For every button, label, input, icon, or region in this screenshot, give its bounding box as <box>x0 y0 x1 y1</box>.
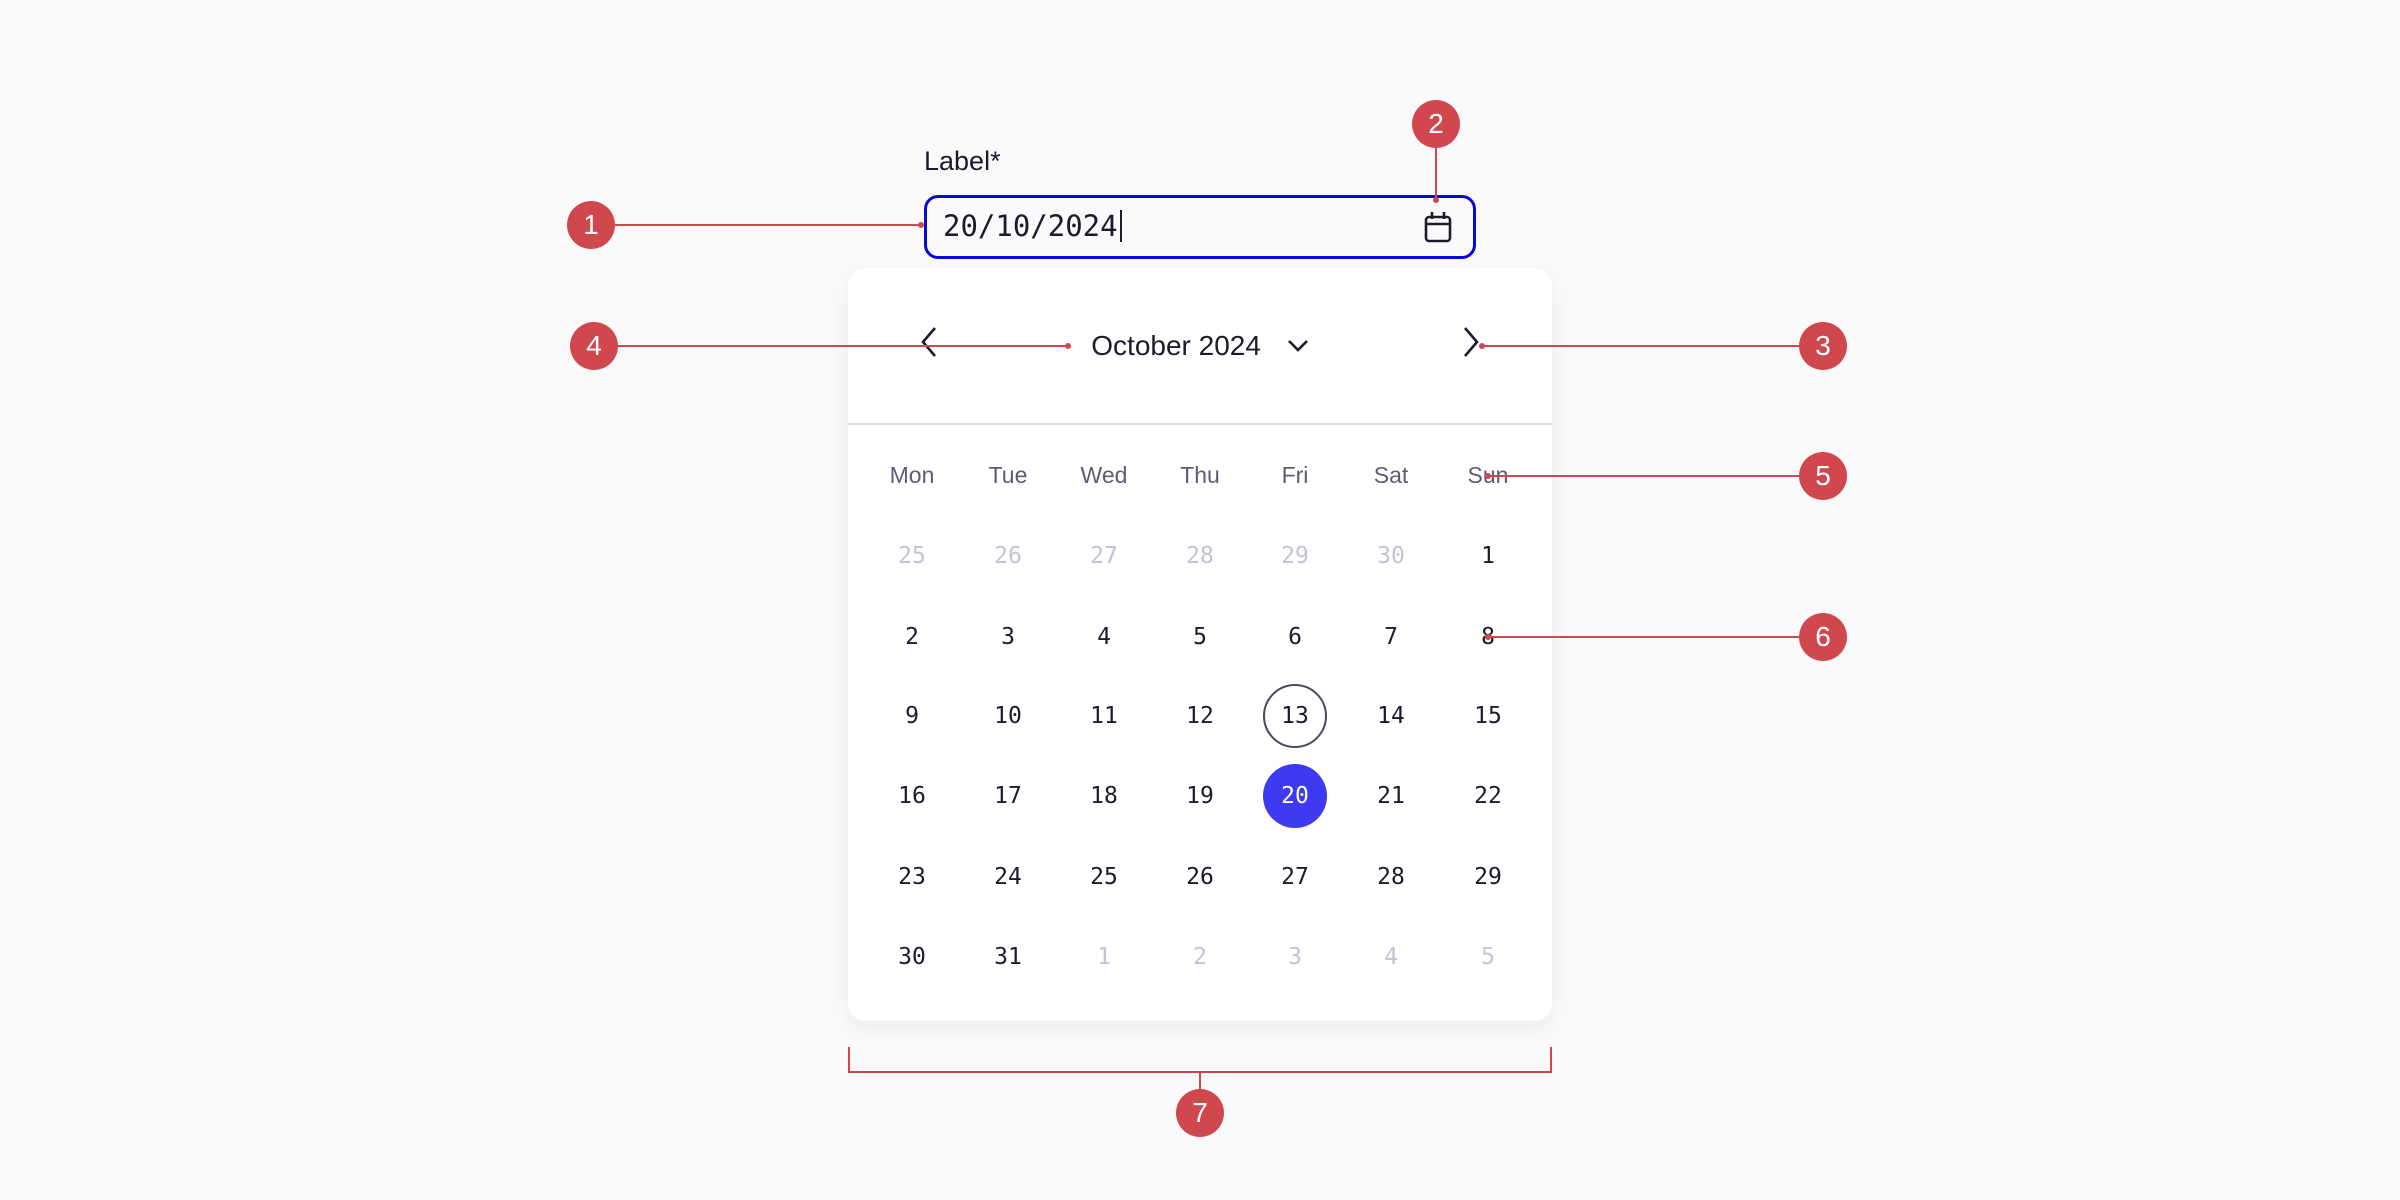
field-label: Label* <box>924 146 1001 176</box>
day-outside-month[interactable]: 25 <box>898 543 926 569</box>
day-cell[interactable]: 6 <box>1288 624 1302 650</box>
day-outside-month[interactable]: 4 <box>1384 944 1398 970</box>
day-cell[interactable]: 5 <box>1193 624 1207 650</box>
day-cell[interactable]: 30 <box>898 944 926 970</box>
callout-line <box>1488 636 1823 638</box>
chevron-left-icon[interactable] <box>912 324 948 360</box>
callout-line <box>1199 1072 1201 1090</box>
chevron-right-icon[interactable] <box>1452 324 1488 360</box>
month-label: October 2024 <box>1091 329 1261 361</box>
weekday-header: Fri <box>1281 462 1309 488</box>
callout-line <box>1435 124 1437 200</box>
day-cell[interactable]: 16 <box>898 783 926 809</box>
callout-badge: 5 <box>1799 452 1847 500</box>
callout-line <box>1488 475 1823 477</box>
day-selected[interactable]: 20 <box>1263 764 1327 828</box>
day-cell[interactable]: 24 <box>994 864 1022 890</box>
day-outside-month[interactable]: 26 <box>994 543 1022 569</box>
day-cell[interactable]: 3 <box>1001 624 1015 650</box>
day-cell[interactable]: 4 <box>1097 624 1111 650</box>
header-divider <box>848 423 1552 425</box>
day-cell[interactable]: 17 <box>994 783 1022 809</box>
callout-badge: 2 <box>1412 100 1460 148</box>
callout-line <box>1550 1047 1552 1073</box>
day-cell[interactable]: 7 <box>1384 624 1398 650</box>
callout-line <box>594 345 1068 347</box>
day-cell[interactable]: 31 <box>994 944 1022 970</box>
callout-dot <box>1433 197 1439 203</box>
day-cell[interactable]: 12 <box>1186 703 1214 729</box>
day-cell[interactable]: 2 <box>905 624 919 650</box>
month-selector[interactable]: October 2024 <box>848 328 1552 362</box>
callout-badge: 4 <box>570 322 618 370</box>
day-outside-month[interactable]: 1 <box>1097 944 1111 970</box>
weekday-header: Tue <box>988 462 1028 488</box>
callout-dot <box>1479 343 1485 349</box>
day-cell[interactable]: 15 <box>1474 703 1502 729</box>
callout-badge: 3 <box>1799 322 1847 370</box>
day-outside-month[interactable]: 28 <box>1186 543 1214 569</box>
callout-line <box>1482 345 1823 347</box>
callout-line <box>848 1047 850 1073</box>
callout-dot <box>1065 343 1071 349</box>
day-cell[interactable]: 11 <box>1090 703 1118 729</box>
date-input-value: 20/10/2024 <box>943 209 1118 243</box>
callout-badge: 6 <box>1799 613 1847 661</box>
callout-badge: 1 <box>567 201 615 249</box>
calendar-popover: October 2024 MonTueWedThuFriSatSun252627… <box>848 268 1552 1021</box>
day-cell[interactable]: 26 <box>1186 864 1214 890</box>
callout-badge: 7 <box>1176 1089 1224 1137</box>
day-outside-month[interactable]: 30 <box>1377 543 1405 569</box>
weekday-header: Mon <box>889 462 935 488</box>
weekday-header: Thu <box>1180 462 1220 488</box>
calendar-icon[interactable] <box>1423 211 1453 243</box>
day-outside-month[interactable]: 2 <box>1193 944 1207 970</box>
day-cell[interactable]: 14 <box>1377 703 1405 729</box>
callout-line <box>591 224 923 226</box>
day-cell[interactable]: 25 <box>1090 864 1118 890</box>
text-caret <box>1119 210 1122 242</box>
day-cell[interactable]: 23 <box>898 864 926 890</box>
day-outside-month[interactable]: 29 <box>1281 543 1309 569</box>
callout-dot <box>1485 473 1491 479</box>
day-cell[interactable]: 27 <box>1281 864 1309 890</box>
day-cell[interactable]: 10 <box>994 703 1022 729</box>
day-today[interactable]: 13 <box>1263 684 1327 748</box>
weekday-header: Sat <box>1373 462 1409 488</box>
day-cell[interactable]: 18 <box>1090 783 1118 809</box>
day-cell[interactable]: 9 <box>905 703 919 729</box>
day-outside-month[interactable]: 5 <box>1481 944 1495 970</box>
day-cell[interactable]: 21 <box>1377 783 1405 809</box>
day-cell[interactable]: 29 <box>1474 864 1502 890</box>
day-cell[interactable]: 1 <box>1481 543 1495 569</box>
date-input[interactable]: 20/10/2024 <box>924 195 1476 259</box>
day-outside-month[interactable]: 27 <box>1090 543 1118 569</box>
callout-dot <box>1485 634 1491 640</box>
day-outside-month[interactable]: 3 <box>1288 944 1302 970</box>
chevron-down-icon <box>1287 339 1308 352</box>
weekday-header: Wed <box>1080 462 1128 488</box>
callout-dot <box>918 222 924 228</box>
day-cell[interactable]: 19 <box>1186 783 1214 809</box>
day-cell[interactable]: 22 <box>1474 783 1502 809</box>
day-cell[interactable]: 28 <box>1377 864 1405 890</box>
